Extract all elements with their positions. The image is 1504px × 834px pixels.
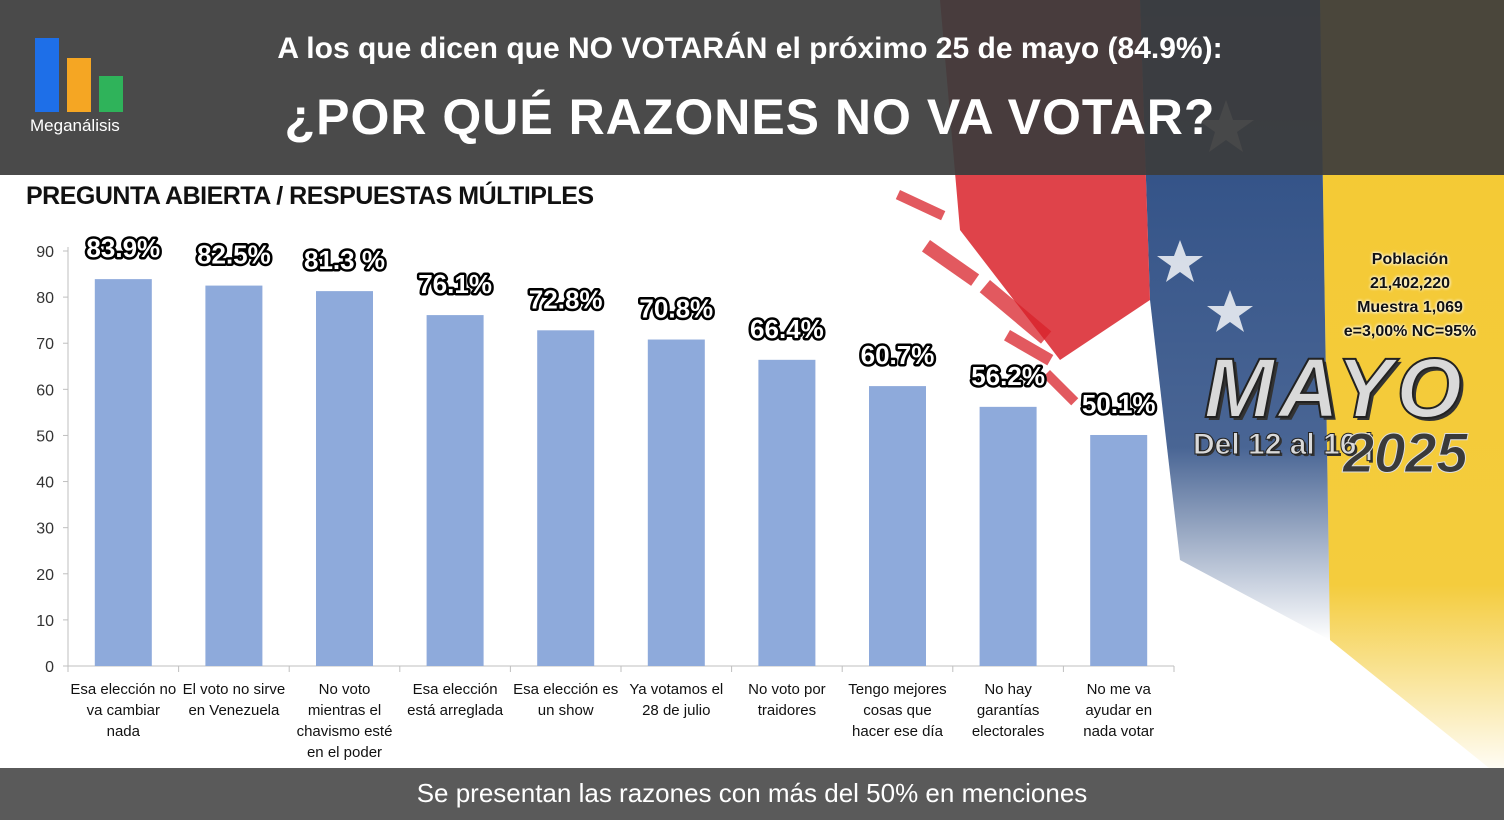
category-label-line: No me va	[1087, 681, 1152, 698]
bar	[94, 279, 152, 666]
y-tick-label: 80	[36, 290, 54, 307]
category-label: Esa elección está arreglada	[407, 681, 504, 719]
category-label-line: Ya votamos el	[629, 681, 723, 698]
category-label-line: en Venezuela	[188, 702, 280, 719]
category-label-line: Esa elección	[413, 681, 498, 698]
sample-size: Muestra 1,069	[1357, 299, 1463, 316]
category-label-line: hacer ese día	[852, 723, 944, 740]
footer-note: Se presentan las razones con más del 50%…	[416, 778, 1088, 808]
header-title: A los que dicen que NO VOTARÁN el próxim…	[277, 32, 1223, 65]
meganalisis-logo: Meganálisis	[30, 38, 130, 138]
category-label-line: No voto por	[748, 681, 826, 698]
category-label-line: va cambiar	[87, 702, 160, 719]
category-label: El voto no sirve en Venezuela	[183, 681, 286, 719]
logo-bars-icon	[35, 38, 123, 112]
bar	[869, 386, 926, 666]
category-label-line: está arreglada	[407, 702, 504, 719]
category-label: Esa elección es un show	[513, 681, 618, 719]
category-label-line: Esa elección no	[70, 681, 176, 698]
category-label-line: No hay	[984, 681, 1032, 698]
bar	[316, 291, 373, 666]
y-tick-label: 50	[36, 428, 54, 445]
data-label: 82.5%	[197, 240, 271, 270]
data-label: 76.1%	[418, 269, 492, 299]
header-question: ¿POR QUÉ RAZONES NO VA VOTAR?	[284, 89, 1216, 145]
category-label: Tengo mejores cosas que hacer ese día	[848, 681, 946, 740]
footer-band: Se presentan las razones con más del 50%…	[0, 768, 1504, 820]
y-tick-label: 90	[36, 244, 54, 261]
category-label: No me va ayudar en nada votar	[1083, 681, 1154, 740]
category-label-line: 28 de julio	[642, 702, 710, 719]
category-label-line: electorales	[972, 723, 1045, 740]
population-value: 21,402,220	[1369, 275, 1451, 292]
sample-info: Población 21,402,220 Muestra 1,069 e=3,0…	[1340, 248, 1480, 344]
data-label: 66.4%	[750, 314, 824, 344]
data-label: 72.8%	[529, 284, 603, 314]
y-tick-label: 60	[36, 382, 54, 399]
data-label: 81.3 %	[304, 245, 385, 275]
category-label-line: ayudar en	[1085, 702, 1152, 719]
y-tick-label: 40	[36, 475, 54, 492]
y-tick-label: 70	[36, 336, 54, 353]
badge-year: 2025	[1343, 421, 1469, 485]
category-label-line: mientras el	[308, 702, 381, 719]
data-label: 70.8%	[639, 294, 713, 324]
date-badge: MAYO Del 12 al 16 | 2025	[1185, 340, 1485, 490]
data-label: 56.2%	[971, 361, 1045, 391]
data-label: 83.9%	[86, 233, 160, 263]
category-label-line: Esa elección es	[513, 681, 618, 698]
chart-subtitle: PREGUNTA ABIERTA / RESPUESTAS MÚLTIPLES	[26, 182, 594, 210]
category-label-line: en el poder	[307, 744, 382, 761]
bar	[647, 339, 705, 666]
category-label-line: No voto	[319, 681, 371, 698]
bar	[205, 285, 263, 666]
y-tick-label: 10	[36, 613, 54, 630]
category-label-line: Tengo mejores	[848, 681, 946, 698]
flag-yellow-band	[1320, 0, 1504, 780]
category-label-line: nada votar	[1083, 723, 1154, 740]
category-label-line: garantías	[977, 702, 1040, 719]
population-label: Población	[1371, 251, 1449, 268]
category-label: No voto mientras el chavismo esté en el pod…	[297, 681, 393, 761]
bar	[426, 315, 484, 666]
category-label-line: traidores	[758, 702, 816, 719]
error-confidence: e=3,00% NC=95%	[1343, 323, 1477, 340]
category-label: Esa elección no va cambiar nada	[70, 681, 176, 740]
category-label: No hay garantías electorales	[972, 681, 1045, 740]
data-label: 50.1%	[1082, 389, 1156, 419]
bar	[1090, 434, 1148, 666]
bar	[979, 406, 1037, 666]
data-label: 60.7%	[861, 340, 935, 370]
category-label: No voto por traidores	[748, 681, 826, 719]
category-label-line: nada	[107, 723, 141, 740]
logo-text: Meganálisis	[30, 116, 120, 135]
bar	[537, 330, 595, 666]
category-label-line: El voto no sirve	[183, 681, 286, 698]
category-label: Ya votamos el 28 de julio	[629, 681, 723, 719]
bar	[758, 359, 816, 666]
flag-red-streaks	[895, 189, 1079, 406]
y-tick-label: 0	[45, 659, 54, 676]
category-label-line: un show	[538, 702, 594, 719]
y-tick-label: 20	[36, 567, 54, 584]
badge-month: MAYO	[1203, 340, 1466, 436]
header-band: Meganálisis A los que dicen que NO VOTAR…	[0, 0, 1504, 175]
y-tick-label: 30	[36, 521, 54, 538]
badge-range: Del 12 al 16 |	[1192, 428, 1374, 462]
category-label-line: chavismo esté	[297, 723, 393, 740]
category-label-line: cosas que	[863, 702, 931, 719]
